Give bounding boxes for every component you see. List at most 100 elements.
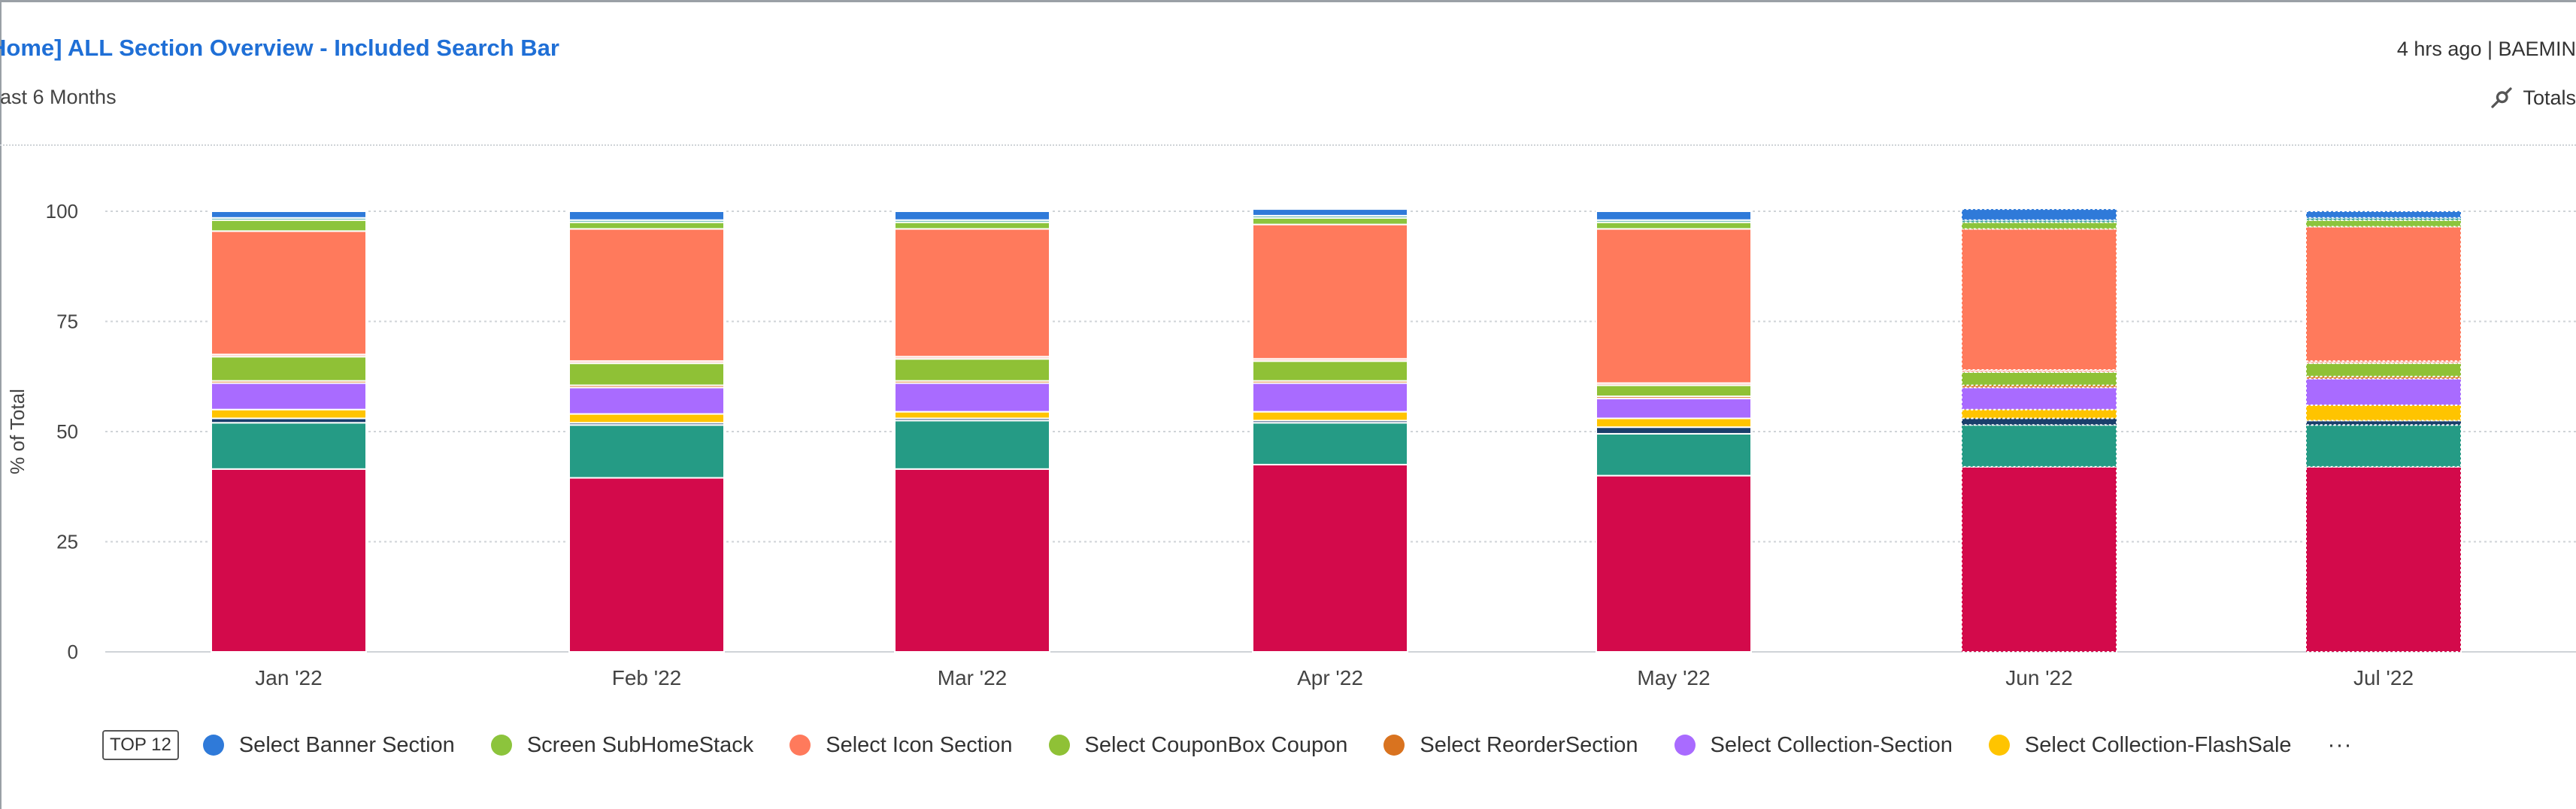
bar-segment[interactable] (1252, 208, 1408, 217)
bar-stack[interactable] (1961, 208, 2117, 653)
bar-segment[interactable] (1961, 386, 2117, 411)
bar-segment[interactable] (211, 422, 367, 470)
bar-segment[interactable] (211, 382, 367, 411)
more-options-icon[interactable]: ··· (2327, 732, 2353, 757)
axis-labels: 0 25 50 75 100 Jan '22 Feb '22 Mar '22 Apr '22 Ma… (46, 200, 2414, 689)
bar-segment[interactable] (568, 386, 725, 415)
bar-segment[interactable] (894, 411, 1050, 420)
x-tick-label: Mar '22 (938, 666, 1008, 689)
legend-label: Select CouponBox Coupon (1084, 732, 1348, 757)
bar-segment[interactable] (211, 356, 367, 382)
legend-item[interactable]: Select Banner Section (202, 733, 455, 758)
legend-color-dot (1988, 735, 2010, 756)
bar-segment[interactable] (1596, 426, 1752, 435)
bar-segment[interactable] (1596, 228, 1752, 384)
top-12-badge[interactable]: TOP 12 (102, 730, 179, 760)
legend-item[interactable]: Select ReorderSection (1383, 733, 1638, 758)
bar-segment[interactable] (1961, 465, 2117, 653)
legend-color-dot (1048, 735, 1070, 756)
bar-segment[interactable] (1961, 219, 2117, 223)
bar-segment[interactable] (1961, 417, 2117, 426)
bar-segment[interactable] (2305, 362, 2462, 377)
x-tick-label: Jun '22 (2005, 666, 2072, 689)
chart-title-link[interactable]: Home] ALL Section Overview - Included Se… (0, 35, 559, 61)
bar-segment[interactable] (894, 382, 1050, 413)
bar-segment[interactable] (568, 228, 725, 362)
bar-segment[interactable] (2305, 219, 2462, 228)
bar-segment[interactable] (894, 211, 1050, 221)
bar-segment[interactable] (1961, 424, 2117, 468)
link-icon (2491, 87, 2513, 108)
bar-stack[interactable] (1596, 211, 1752, 653)
bar-segment[interactable] (2305, 226, 2462, 362)
bar-stack[interactable] (894, 211, 1050, 653)
bar-segment[interactable] (1961, 371, 2117, 386)
bar-segment[interactable] (894, 420, 1050, 470)
bar-segment[interactable] (211, 408, 367, 420)
totals-toggle[interactable]: Totals (2488, 84, 2576, 111)
bar-segment[interactable] (1961, 368, 2117, 373)
bar-segment[interactable] (1252, 463, 1408, 653)
bar-segment[interactable] (1961, 208, 2117, 221)
x-tick-label: Jan '22 (255, 666, 322, 689)
bar-segment[interactable] (211, 468, 367, 653)
legend-label: Select Collection-FlashSale (2024, 732, 2292, 757)
bar-segment[interactable] (1252, 382, 1408, 413)
bar-segment[interactable] (1252, 360, 1408, 382)
x-tick-label: May '22 (1637, 666, 1710, 689)
legend-item[interactable]: Select CouponBox Coupon (1048, 732, 1348, 758)
bar-segment[interactable] (211, 211, 367, 219)
bar-segment[interactable] (894, 221, 1050, 230)
y-tick-label: 75 (56, 311, 78, 333)
bar-segment[interactable] (2305, 211, 2462, 219)
bar-segment[interactable] (568, 221, 725, 230)
bar-segment[interactable] (1596, 384, 1752, 398)
legend-label: Select Collection-Section (1710, 732, 1953, 757)
bar-segment[interactable] (211, 230, 367, 356)
bar-segment[interactable] (2305, 424, 2462, 468)
bar-segment[interactable] (1596, 398, 1752, 420)
bar-segment[interactable] (568, 211, 725, 221)
bar-segment[interactable] (1961, 221, 2117, 230)
legend-item[interactable]: Select Icon Section (789, 733, 1013, 758)
legend-item[interactable]: Screen SubHomeStack (490, 732, 754, 758)
bar-segment[interactable] (1596, 417, 1752, 429)
bar-segment[interactable] (568, 424, 725, 479)
bar-segment[interactable] (1596, 474, 1752, 653)
bar-segment[interactable] (568, 413, 725, 424)
bar-stack[interactable] (2305, 211, 2462, 653)
bar-segment[interactable] (568, 362, 725, 386)
bar-segment[interactable] (894, 358, 1050, 382)
legend-item[interactable]: Select Collection-Section (1674, 733, 1953, 758)
bar-segment[interactable] (1252, 223, 1408, 360)
updated-meta: 4 hrs ago | BAEMIN (2396, 38, 2576, 60)
legend-label: Screen SubHomeStack (526, 732, 754, 757)
bar-segment[interactable] (2305, 465, 2462, 653)
legend: TOP 12 Select Banner Section Screen SubHo… (102, 726, 2353, 764)
y-axis-label: % of Total (6, 389, 29, 474)
bar-segment[interactable] (894, 468, 1050, 653)
bar-segment[interactable] (1961, 228, 2117, 371)
bar-segment[interactable] (1252, 422, 1408, 465)
bar-stack[interactable] (1252, 208, 1408, 653)
bar-segment[interactable] (1961, 408, 2117, 420)
bar-segment[interactable] (1252, 411, 1408, 422)
bar-segment[interactable] (1596, 432, 1752, 477)
bar-segment[interactable] (211, 219, 367, 232)
bar-segment[interactable] (1596, 211, 1752, 221)
bar-stack[interactable] (211, 211, 367, 653)
bar-segment[interactable] (2305, 420, 2462, 426)
bar-segment[interactable] (1596, 221, 1752, 230)
bar-segment[interactable] (2305, 404, 2462, 422)
bar-segment[interactable] (568, 477, 725, 653)
header-divider (0, 144, 2576, 146)
bar-stack[interactable] (568, 211, 725, 653)
bar-segment[interactable] (2305, 217, 2462, 221)
bar-segment[interactable] (894, 228, 1050, 358)
x-tick-label: Apr '22 (1297, 666, 1363, 689)
y-tick-label: 0 (68, 641, 78, 663)
legend-item[interactable]: Select Collection-FlashSale (1988, 732, 2292, 758)
x-tick-label: Feb '22 (612, 666, 682, 689)
bar-segment[interactable] (2305, 377, 2462, 406)
bar-segment[interactable] (1252, 217, 1408, 226)
